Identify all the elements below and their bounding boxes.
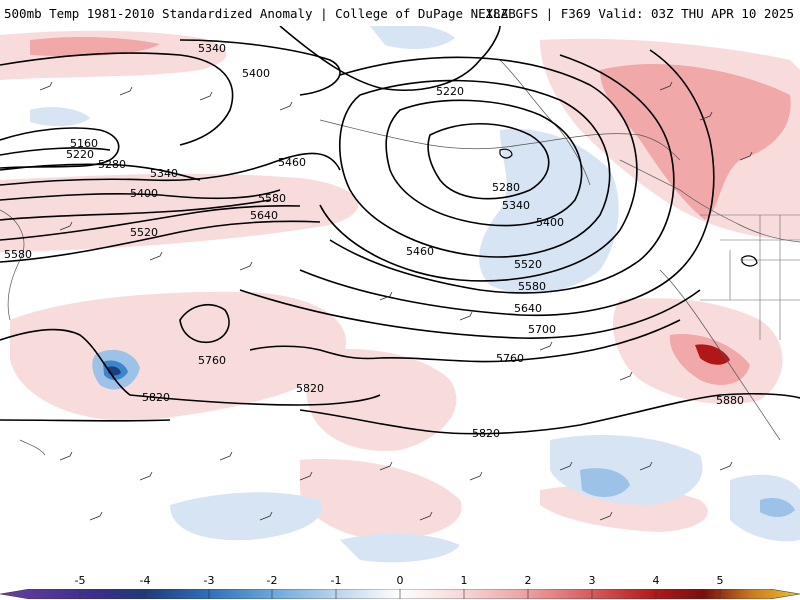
cool-anomaly-region [370,26,455,49]
state-borders [700,214,800,340]
small-contours [499,148,758,267]
contour-label: 5580 [258,192,286,205]
warm-anomaly-region [600,64,791,220]
contour-label: 5460 [406,245,434,258]
contour-label: 5820 [296,382,324,395]
cool-anomaly-region [30,107,90,127]
contour-label: 5520 [514,258,542,271]
colorbar-label: 0 [396,574,404,587]
contour-label: 5460 [278,156,306,169]
contour-label: 5400 [242,67,270,80]
colorbar-label: -2 [266,574,278,587]
wind-barbs [39,81,753,521]
contour-label: 5880 [716,394,744,407]
contour-label: 5340 [502,199,530,212]
colorbar-bar [0,589,800,599]
cool-anomaly-region [580,468,630,497]
colorbar-labels: -5 -4 -3 -2 -1 0 1 2 3 4 5 [0,574,800,588]
contour-labels: 5340 5400 5220 5160 5220 5280 5340 5400 … [4,42,744,440]
colorbar-label: 4 [652,574,660,587]
colorbar-label: -4 [139,574,151,587]
contour-label: 5760 [198,354,226,367]
warm-anomaly-region [10,291,346,421]
warm-anomaly-region [0,173,359,252]
contour-label: 5760 [496,352,524,365]
colorbar-label: -5 [74,574,86,587]
cool-anomaly-region [170,492,322,541]
contour-label: 5820 [142,391,170,404]
contour-label: 5340 [150,167,178,180]
cool-anomaly-region [340,533,460,563]
contour-label: 5580 [518,280,546,293]
contour-label: 5280 [98,158,126,171]
contour-label: 5220 [436,85,464,98]
map-title: 500mb Temp 1981-2010 Standardized Anomal… [4,6,516,21]
warm-anomaly-region [30,36,160,57]
model-run-info: 18Z GFS | F369 Valid: 03Z THU APR 10 202… [485,6,794,21]
contour-label: 5820 [472,427,500,440]
temperature-anomaly-shading [0,26,800,563]
contour-label: 5340 [198,42,226,55]
map-canvas: 5340 5400 5220 5160 5220 5280 5340 5400 … [0,26,800,563]
contour-label: 5520 [130,226,158,239]
contour-label: 5640 [514,302,542,315]
contour-label: 5640 [250,209,278,222]
warm-anomaly-region [306,349,457,451]
colorbar-label: 5 [716,574,724,587]
colorbar-label: -1 [330,574,342,587]
colorbar-label: 2 [524,574,532,587]
colorbar-label: 1 [460,574,468,587]
contour-label: 5160 [70,137,98,150]
contour-label: 5280 [492,181,520,194]
weather-map: 5340 5400 5220 5160 5220 5280 5340 5400 … [0,26,800,572]
cool-anomaly-region [760,498,795,517]
contour-label: 5400 [130,187,158,200]
contour-label: 5400 [536,216,564,229]
warm-anomaly-region [300,459,462,540]
anomaly-colorbar: -5 -4 -3 -2 -1 0 1 2 3 4 5 [0,572,800,600]
contour-label: 5580 [4,248,32,261]
contour-label: 5220 [66,148,94,161]
warm-anomaly-region [695,344,730,365]
contour-label: 5700 [528,323,556,336]
colorbar-label: -3 [203,574,215,587]
height-contours [0,26,800,435]
colorbar-label: 3 [588,574,596,587]
map-header: 500mb Temp 1981-2010 Standardized Anomal… [0,0,800,26]
